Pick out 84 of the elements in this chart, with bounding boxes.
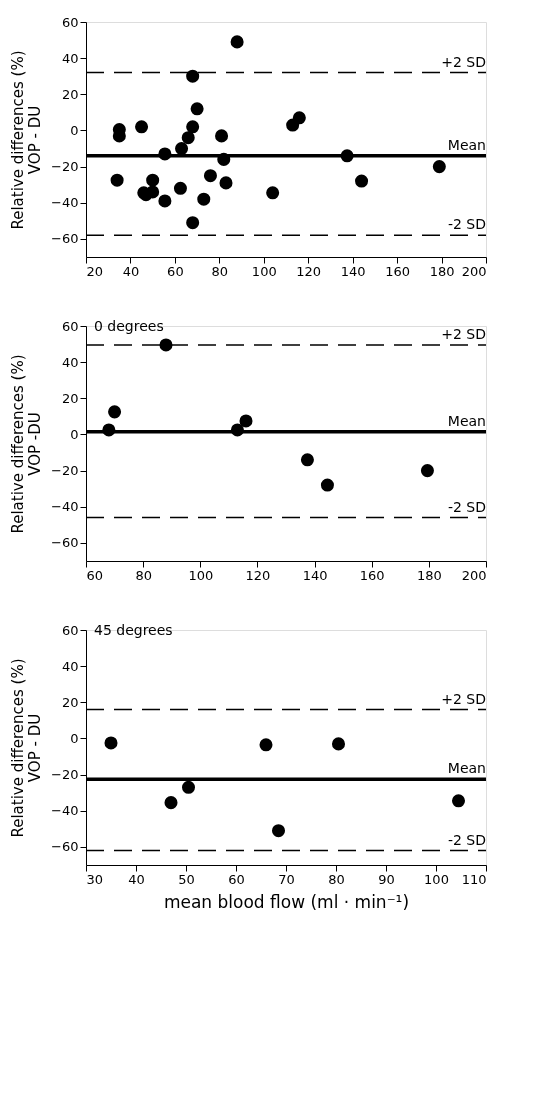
y-axis-title: Relative differences (%) VOP - DU bbox=[9, 50, 45, 230]
point bbox=[146, 173, 160, 187]
point bbox=[173, 181, 187, 195]
point bbox=[292, 111, 306, 125]
point bbox=[266, 186, 280, 200]
point bbox=[355, 174, 369, 188]
y-tick-label: −20 bbox=[51, 159, 79, 175]
ref-line-label: Mean bbox=[447, 136, 486, 153]
y-tick-label: 40 bbox=[61, 354, 79, 370]
point bbox=[203, 169, 217, 183]
point bbox=[197, 192, 211, 206]
ref-line-label: -2 SD bbox=[447, 498, 486, 515]
ref-line-label: Mean bbox=[447, 760, 486, 777]
y-tick-label: −20 bbox=[51, 767, 79, 783]
y-tick-label: 0 bbox=[70, 122, 79, 138]
point bbox=[230, 35, 244, 49]
y-tick-label: 20 bbox=[61, 694, 79, 710]
x-tick-label: 30 bbox=[86, 871, 104, 887]
x-tick-label: 200 bbox=[461, 263, 487, 279]
x-tick-label: 60 bbox=[86, 567, 104, 583]
y-tick-label: −40 bbox=[51, 803, 79, 819]
x-tick-label: 180 bbox=[429, 263, 455, 279]
x-tick-label: 40 bbox=[122, 263, 140, 279]
x-tick-label: 20 bbox=[86, 263, 104, 279]
point bbox=[186, 69, 200, 83]
x-tick-label: 50 bbox=[178, 871, 195, 887]
x-tick-label: 120 bbox=[245, 567, 271, 583]
y-axis-title: Relative differences (%) VOP -DU bbox=[9, 354, 45, 534]
point bbox=[146, 185, 160, 199]
y-tick-label: −40 bbox=[51, 195, 79, 211]
x-tick-label: 140 bbox=[302, 567, 328, 583]
x-tick-label: 200 bbox=[461, 567, 487, 583]
y-tick-label: 0 bbox=[70, 426, 79, 442]
y-tick-label: 60 bbox=[61, 14, 79, 30]
x-tick-label: 80 bbox=[328, 871, 345, 887]
x-tick-label: 100 bbox=[424, 871, 449, 887]
annotation: 0 degrees bbox=[94, 318, 164, 334]
point bbox=[175, 142, 189, 156]
x-tick-label: 100 bbox=[188, 567, 214, 583]
x-tick-label: 90 bbox=[378, 871, 395, 887]
ref-line-label: -2 SD bbox=[447, 216, 486, 233]
x-tick-label: 60 bbox=[228, 871, 245, 887]
y-tick-label: 60 bbox=[61, 622, 79, 638]
y-tick-label: 40 bbox=[61, 50, 79, 66]
point bbox=[219, 176, 233, 190]
x-tick-label: 40 bbox=[128, 871, 145, 887]
x-tick-label: 140 bbox=[340, 263, 366, 279]
y-tick-label: −60 bbox=[51, 839, 79, 855]
y-axis-title: Relative differences (%) VOP - DU bbox=[9, 658, 45, 838]
y-tick-label: −60 bbox=[51, 535, 79, 551]
x-tick-label: 70 bbox=[278, 871, 295, 887]
x-tick-label: 160 bbox=[385, 263, 411, 279]
y-tick-label: 40 bbox=[61, 658, 79, 674]
y-tick-label: 20 bbox=[61, 390, 79, 406]
point bbox=[158, 194, 172, 208]
x-tick-label: 100 bbox=[251, 263, 277, 279]
y-tick-label: −40 bbox=[51, 499, 79, 515]
ref-line-label: -2 SD bbox=[447, 831, 486, 848]
point bbox=[186, 216, 200, 230]
ref-line-label: +2 SD bbox=[441, 325, 486, 342]
x-axis-title: mean blood flow (ml · min⁻¹) bbox=[163, 891, 410, 912]
y-tick-label: 60 bbox=[61, 318, 79, 334]
x-tick-label: 180 bbox=[416, 567, 442, 583]
point bbox=[110, 173, 124, 187]
y-tick-label: −20 bbox=[51, 463, 79, 479]
ref-line-label: +2 SD bbox=[441, 690, 486, 707]
point bbox=[190, 102, 204, 116]
x-tick-label: 120 bbox=[296, 263, 322, 279]
point bbox=[181, 131, 195, 145]
ref-line-label: +2 SD bbox=[441, 53, 486, 70]
x-tick-label: 160 bbox=[359, 567, 385, 583]
point bbox=[432, 160, 446, 174]
x-tick-label: 80 bbox=[135, 567, 152, 583]
point bbox=[135, 120, 149, 134]
y-tick-label: −60 bbox=[51, 231, 79, 247]
y-tick-label: 20 bbox=[61, 86, 79, 102]
point bbox=[186, 120, 200, 134]
ref-line-label: Mean bbox=[447, 412, 486, 429]
x-tick-label: 80 bbox=[211, 263, 229, 279]
x-tick-label: 60 bbox=[167, 263, 184, 279]
annotation: 45 degrees bbox=[94, 622, 173, 638]
y-tick-label: 0 bbox=[70, 730, 79, 746]
x-tick-label: 110 bbox=[461, 871, 487, 887]
point bbox=[215, 129, 229, 143]
